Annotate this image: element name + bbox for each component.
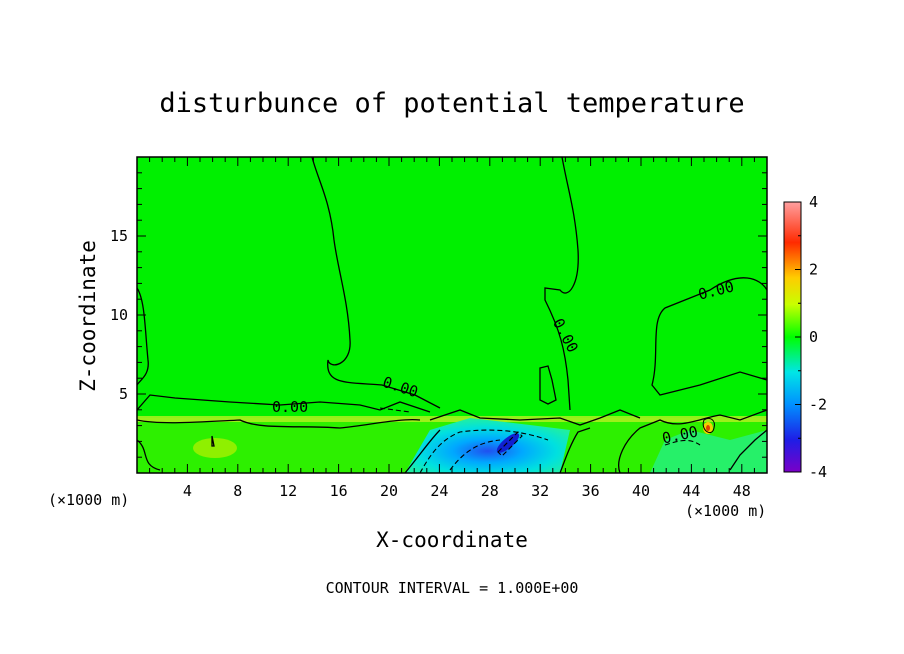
x-unit-right: (×1000 m) <box>685 502 766 520</box>
x-tick-label: 8 <box>233 482 242 500</box>
x-tick-label: 40 <box>632 482 650 500</box>
y-axis: 5 10 15 <box>110 172 767 458</box>
x-tick-label: 16 <box>330 482 348 500</box>
plot-area <box>137 157 767 473</box>
colorbar-tick-label: 0 <box>809 328 818 346</box>
colorbar-tick-label: 2 <box>809 261 818 279</box>
x-tick-label: 44 <box>682 482 700 500</box>
cold-core <box>496 433 520 453</box>
x-tick-label: 48 <box>733 482 751 500</box>
x-axis: 4 8 12 16 20 24 28 32 36 40 44 48 <box>149 157 755 500</box>
x-tick-label: 12 <box>279 482 297 500</box>
colorbar-tick-label: -2 <box>809 396 827 414</box>
y-axis-title: Z-coordinate <box>76 240 100 392</box>
colorbar-axis: -4 -2 0 2 4 <box>795 193 827 481</box>
cold-pool <box>405 418 570 473</box>
contour-label: 0.00 <box>272 398 308 416</box>
warm-spot-core <box>706 425 710 431</box>
x-tick-label: 4 <box>183 482 192 500</box>
x-tick-label: 24 <box>430 482 448 500</box>
x-tick-label: 20 <box>380 482 398 500</box>
x-unit-left: (×1000 m) <box>48 491 129 509</box>
contour-lines <box>137 157 767 473</box>
y-tick-label: 15 <box>110 227 128 245</box>
chart-title: disturbunce of potential temperature <box>159 88 744 119</box>
cold-patch-right <box>650 430 767 473</box>
y-tick-label: 5 <box>119 385 128 403</box>
colorbar-tick-label: 4 <box>809 193 818 211</box>
colorbar-tick-label: -4 <box>809 463 827 481</box>
x-tick-label: 32 <box>531 482 549 500</box>
inversion-band <box>137 416 767 422</box>
warm-patch <box>193 438 237 458</box>
x-tick-label: 36 <box>582 482 600 500</box>
dashed-contours <box>379 407 701 473</box>
x-tick-label: 28 <box>481 482 499 500</box>
y-tick-label: 10 <box>110 306 128 324</box>
contour-interval-note: CONTOUR INTERVAL = 1.000E+00 <box>326 579 579 597</box>
x-axis-title: X-coordinate <box>376 528 528 552</box>
